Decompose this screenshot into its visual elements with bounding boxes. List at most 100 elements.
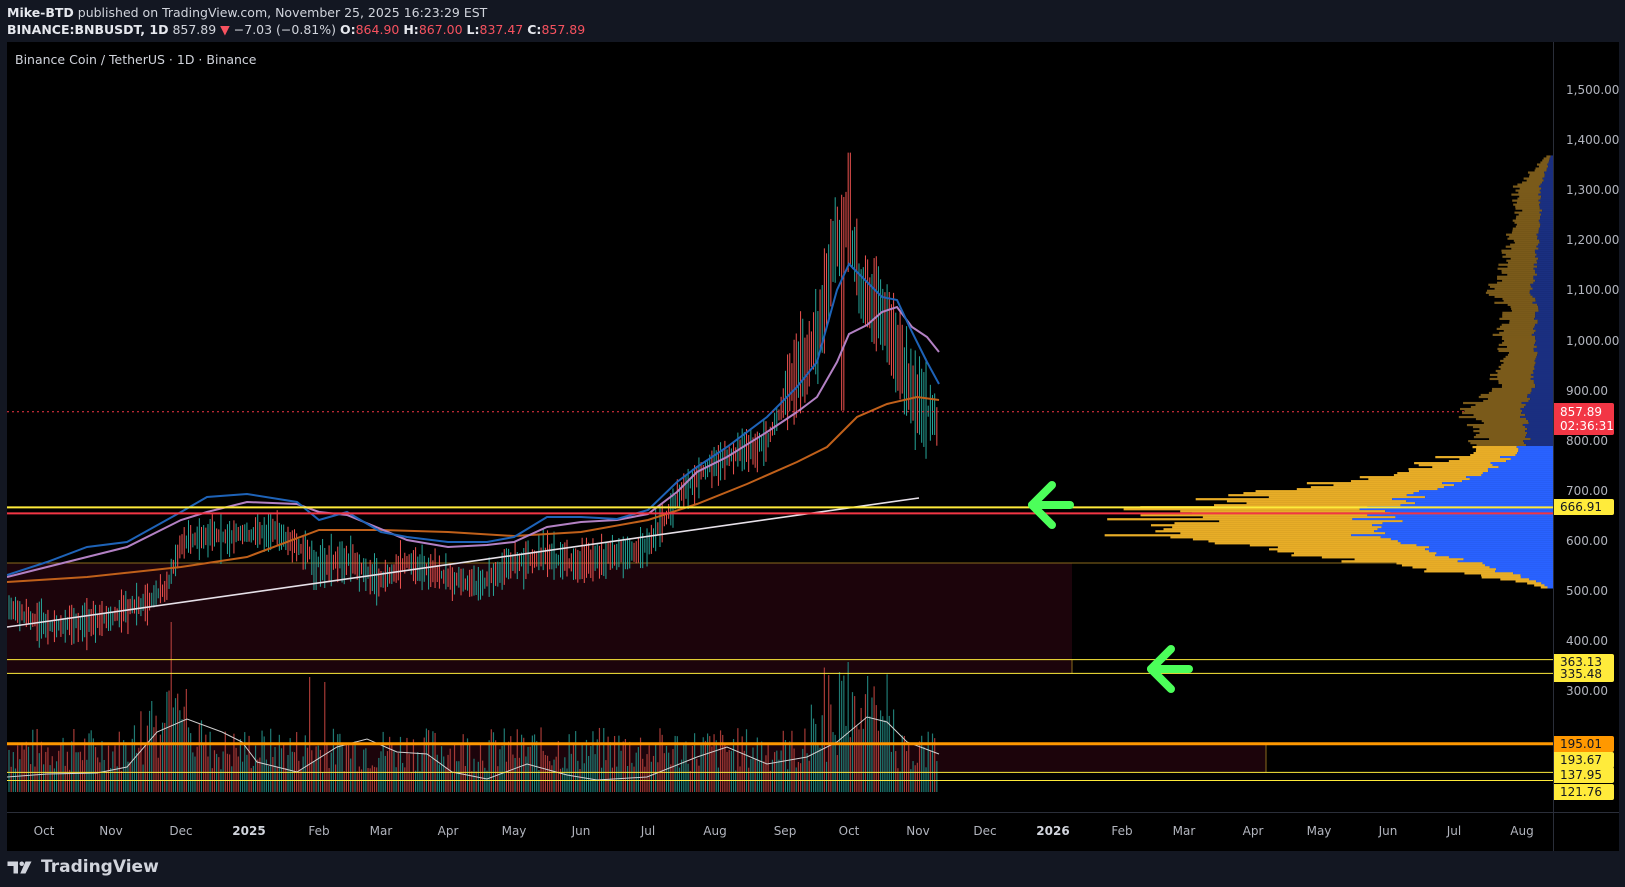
volume-profile-bar	[1515, 580, 1537, 583]
volume-profile-bar	[1537, 303, 1553, 306]
volume-profile-bar	[1515, 207, 1540, 210]
price-level-tag: 121.76	[1554, 784, 1614, 801]
volume-profile-bar	[1524, 425, 1553, 429]
volume-profile-bar	[1374, 530, 1553, 533]
volume-profile-bar	[1534, 249, 1553, 252]
volume-profile-bar	[1520, 576, 1553, 579]
volume-profile-bar	[1476, 444, 1527, 447]
volume-profile-bar	[1534, 367, 1553, 371]
volume-profile-bar	[1512, 229, 1539, 232]
chart-title: Binance Coin / TetherUS · 1D · Binance	[15, 52, 257, 67]
volume-profile-bar	[1530, 437, 1553, 441]
volume-profile-bar	[1537, 237, 1553, 240]
price-level-tag: 335.48	[1554, 666, 1614, 683]
volume-profile-bar	[1527, 431, 1553, 435]
volume-profile-bar	[1485, 564, 1553, 567]
volume-profile-bar	[1460, 407, 1521, 411]
volume-profile-bar	[1503, 361, 1536, 365]
volume-profile-bar	[1470, 405, 1525, 409]
volume-profile-bar	[1462, 480, 1553, 483]
volume-profile-bar	[1458, 415, 1521, 419]
price-chart-canvas[interactable]	[7, 42, 1553, 812]
volume-profile-bar	[1485, 291, 1530, 294]
volume-profile-bar	[1513, 239, 1540, 242]
volume-profile-bar	[1512, 219, 1539, 222]
volume-profile-bar	[1526, 444, 1553, 447]
volume-profile-bar	[1546, 155, 1551, 158]
volume-profile-bar	[1107, 518, 1353, 521]
volume-profile-bar	[1532, 369, 1553, 373]
zone-mid	[7, 659, 1072, 674]
price-axis-label: 1,400.00	[1566, 133, 1620, 148]
volume-profile-bar	[1463, 558, 1553, 561]
down-triangle-icon: ▼	[220, 22, 230, 37]
volume-profile-bar	[1536, 163, 1548, 166]
volume-profile-bar	[1523, 177, 1543, 180]
volume-profile-bar	[1406, 500, 1553, 503]
volume-profile-bar	[1515, 189, 1540, 192]
volume-profile-bar	[1498, 263, 1534, 266]
volume-profile-bar	[1530, 285, 1553, 288]
price-axis[interactable]: 1,500.00 1,400.00 1,300.00 1,200.00 1,100.00…	[1553, 42, 1619, 812]
volume-profile-bar	[1494, 287, 1533, 290]
volume-profile-bar	[1502, 341, 1536, 345]
volume-profile-bar	[1382, 522, 1553, 525]
volume-profile-bar	[1530, 377, 1553, 381]
volume-profile-bar	[1352, 518, 1553, 521]
volume-profile-bar	[1492, 387, 1532, 391]
volume-profile-bar	[1541, 187, 1553, 190]
chart-pane[interactable]: Binance Coin / TetherUS · 1D · Binance 1…	[7, 42, 1619, 851]
volume-profile-bar	[1504, 339, 1536, 343]
volume-profile-bar	[1448, 556, 1553, 559]
volume-profile-bar	[1533, 371, 1553, 375]
volume-profile-bar	[1255, 490, 1420, 493]
volume-profile-bar	[1501, 323, 1536, 326]
volume-profile-bar	[1530, 293, 1553, 296]
volume-profile-bar	[1501, 269, 1535, 272]
author-name[interactable]: Mike-BTD	[7, 5, 74, 20]
arrow-left-icon[interactable]	[1147, 645, 1193, 693]
time-axis-label: Jun	[1378, 824, 1398, 838]
volume-profile-bar	[1501, 251, 1536, 254]
volume-profile-bar	[1539, 241, 1553, 244]
open-value: 864.90	[355, 22, 400, 37]
volume-profile-bar	[1268, 496, 1426, 499]
volume-profile-bar	[1463, 401, 1522, 405]
volume-profile-bar	[1498, 349, 1534, 353]
volume-profile-bar	[1514, 221, 1540, 224]
volume-profile-bar	[1515, 217, 1541, 220]
volume-profile-bar	[1539, 221, 1553, 224]
price-axis-label: 900.00	[1566, 383, 1608, 398]
volume-profile-bar	[1448, 460, 1507, 463]
volume-profile-bar	[1511, 247, 1539, 250]
volume-profile-bar	[1489, 377, 1531, 381]
volume-profile-bar	[1540, 191, 1553, 194]
volume-profile-bar	[1541, 213, 1553, 216]
volume-profile-bar	[1541, 582, 1553, 585]
price-level-tag: 137.95	[1554, 767, 1614, 784]
volume-profile-bar	[1524, 442, 1553, 445]
volume-profile-bar	[1488, 283, 1531, 286]
volume-profile-bar	[1528, 419, 1553, 423]
volume-profile-bar	[1482, 562, 1553, 565]
volume-profile-bar	[1536, 345, 1553, 349]
time-axis-label: Feb	[1111, 824, 1133, 838]
volume-profile-bar	[1536, 580, 1553, 583]
volume-profile-bar	[1535, 313, 1553, 316]
volume-profile-bar	[1515, 225, 1540, 228]
volume-profile-bar	[1547, 163, 1553, 166]
time-axis[interactable]: Oct Nov Dec 2025 Feb Mar Apr May Jun Jul Aug Sep Oct…	[7, 812, 1553, 851]
price-axis-label: 1,100.00	[1566, 283, 1620, 298]
volume-profile-bar	[1533, 267, 1553, 270]
volume-profile-bar	[1535, 329, 1553, 332]
volume-profile-bar	[1525, 433, 1553, 437]
volume-profile-bar	[1321, 556, 1449, 559]
volume-profile-bar	[1533, 277, 1553, 280]
arrow-left-icon[interactable]	[1028, 481, 1074, 529]
volume-profile-bar	[1510, 257, 1539, 260]
volume-profile-bar	[1425, 496, 1553, 499]
volume-profile-bar	[1528, 421, 1553, 425]
volume-profile-bar	[1527, 395, 1553, 399]
time-axis-label: Dec	[973, 824, 997, 838]
volume-profile-bar	[1535, 299, 1553, 302]
